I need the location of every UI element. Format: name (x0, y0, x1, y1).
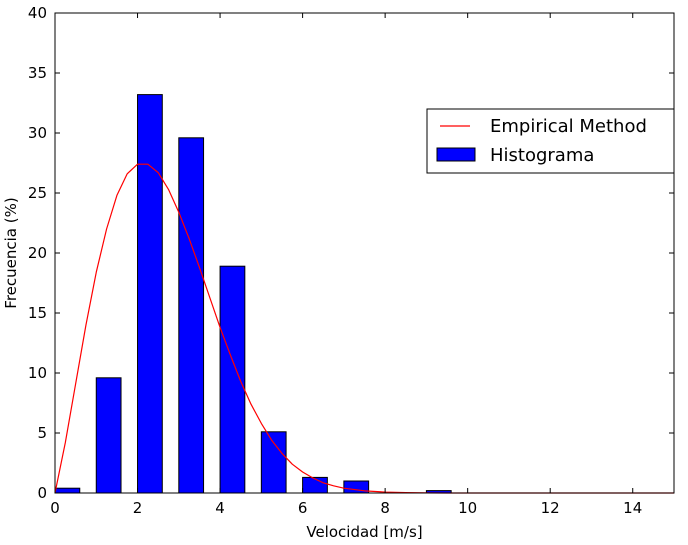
y-tick-label: 10 (28, 364, 47, 382)
y-tick-label: 30 (28, 124, 47, 142)
x-tick-label: 6 (298, 499, 308, 517)
histogram-bar (137, 94, 163, 494)
y-axis-label: Frecuencia (%) (2, 197, 20, 308)
histogram-bar (95, 377, 122, 494)
histogram-bar (178, 137, 205, 494)
histogram-bar (54, 487, 81, 494)
x-axis-ticks: 0 2 4 6 8 10 12 14 (50, 13, 642, 517)
y-axis-ticks: 0 5 10 15 20 25 30 35 40 (28, 4, 674, 502)
legend-box (426, 108, 675, 174)
legend-swatch-histograma (436, 147, 476, 162)
y-tick-label: 35 (28, 64, 47, 82)
histogram-bar (219, 265, 246, 494)
x-tick-label: 14 (623, 499, 642, 517)
legend-label-empirical-method: Empirical Method (490, 116, 647, 137)
x-tick-label: 0 (50, 499, 60, 517)
histogram-bar (260, 431, 287, 494)
histogram-bar (302, 476, 328, 494)
x-axis-label: Velocidad [m/s] (306, 523, 422, 541)
x-tick-label: 10 (458, 499, 477, 517)
y-tick-label: 15 (28, 304, 47, 322)
x-tick-label: 8 (380, 499, 390, 517)
legend: Empirical Method Histograma (426, 108, 675, 174)
y-tick-label: 20 (28, 244, 47, 262)
x-tick-label: 12 (541, 499, 560, 517)
x-tick-label: 2 (133, 499, 143, 517)
y-tick-label: 5 (37, 424, 47, 442)
y-tick-label: 0 (37, 484, 47, 502)
histogram-bars (54, 94, 452, 494)
y-tick-label: 25 (28, 184, 47, 202)
x-tick-label: 4 (215, 499, 225, 517)
legend-label-histograma: Histograma (490, 145, 594, 166)
y-tick-label: 40 (28, 4, 47, 22)
